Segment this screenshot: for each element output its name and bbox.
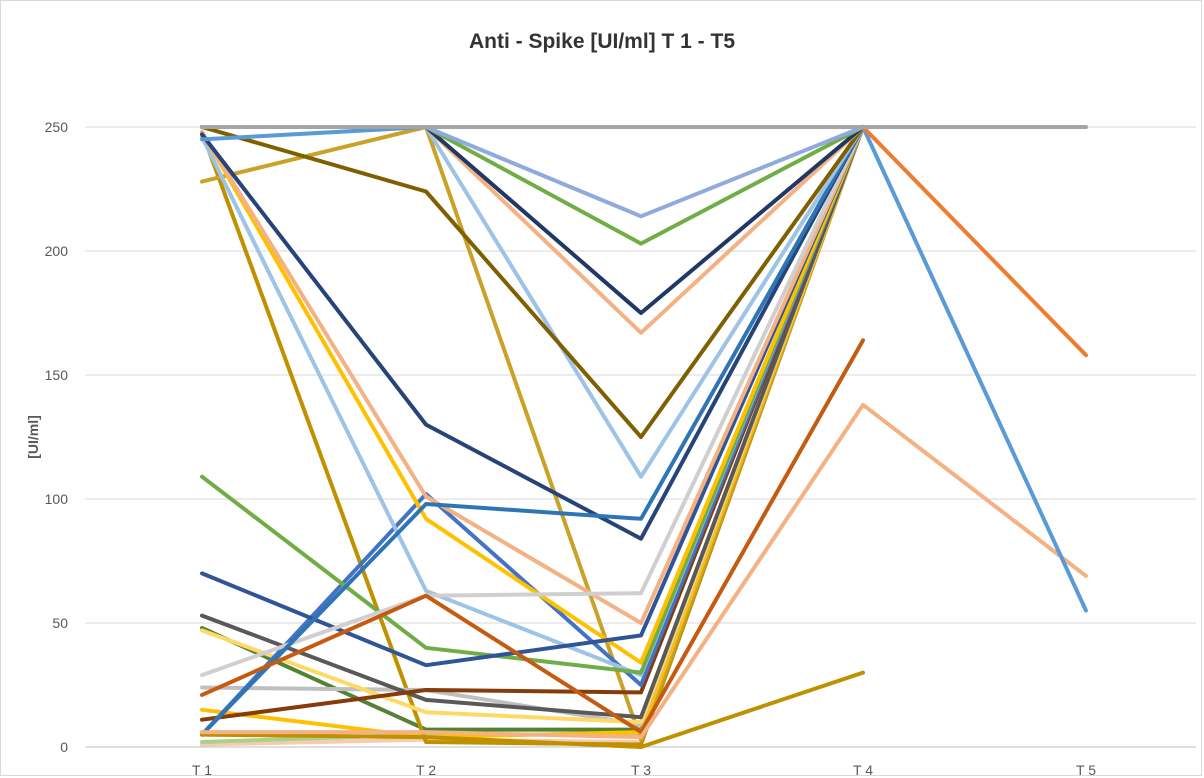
series-line [200,402,1088,740]
x-tick-label: T 4 [853,762,873,778]
series-line [200,125,1088,613]
x-tick-label: T 1 [192,762,212,778]
series-line [200,125,865,720]
series-line [200,125,865,665]
y-tick-label: 50 [52,615,68,631]
x-tick-label: T 3 [631,762,651,778]
y-tick-label: 100 [45,491,69,507]
y-tick-label: 150 [45,367,69,383]
series-line [200,125,865,219]
x-tick-label: T 2 [416,762,436,778]
series-line [200,125,865,625]
y-tick-label: 0 [60,739,68,755]
series-line [200,125,865,439]
x-tick-label: T 5 [1076,762,1096,778]
x-axis-tick-labels: T 1 T 2 T 3 T 4 T 5 [192,762,1096,778]
y-axis-tick-labels: 0 50 100 150 200 250 [45,119,69,755]
y-tick-label: 250 [45,119,69,135]
y-tick-label: 200 [45,243,69,259]
series-line [200,670,865,749]
y-axis-label: [UI/ml] [25,415,41,459]
series-line [200,125,865,737]
series-lines [200,125,1088,749]
chart-title: Anti - Spike [UI/ml] T 1 - T5 [468,30,736,53]
series-line [200,125,865,246]
series-line [200,338,865,735]
series-line [200,125,865,678]
series-line [200,125,865,541]
